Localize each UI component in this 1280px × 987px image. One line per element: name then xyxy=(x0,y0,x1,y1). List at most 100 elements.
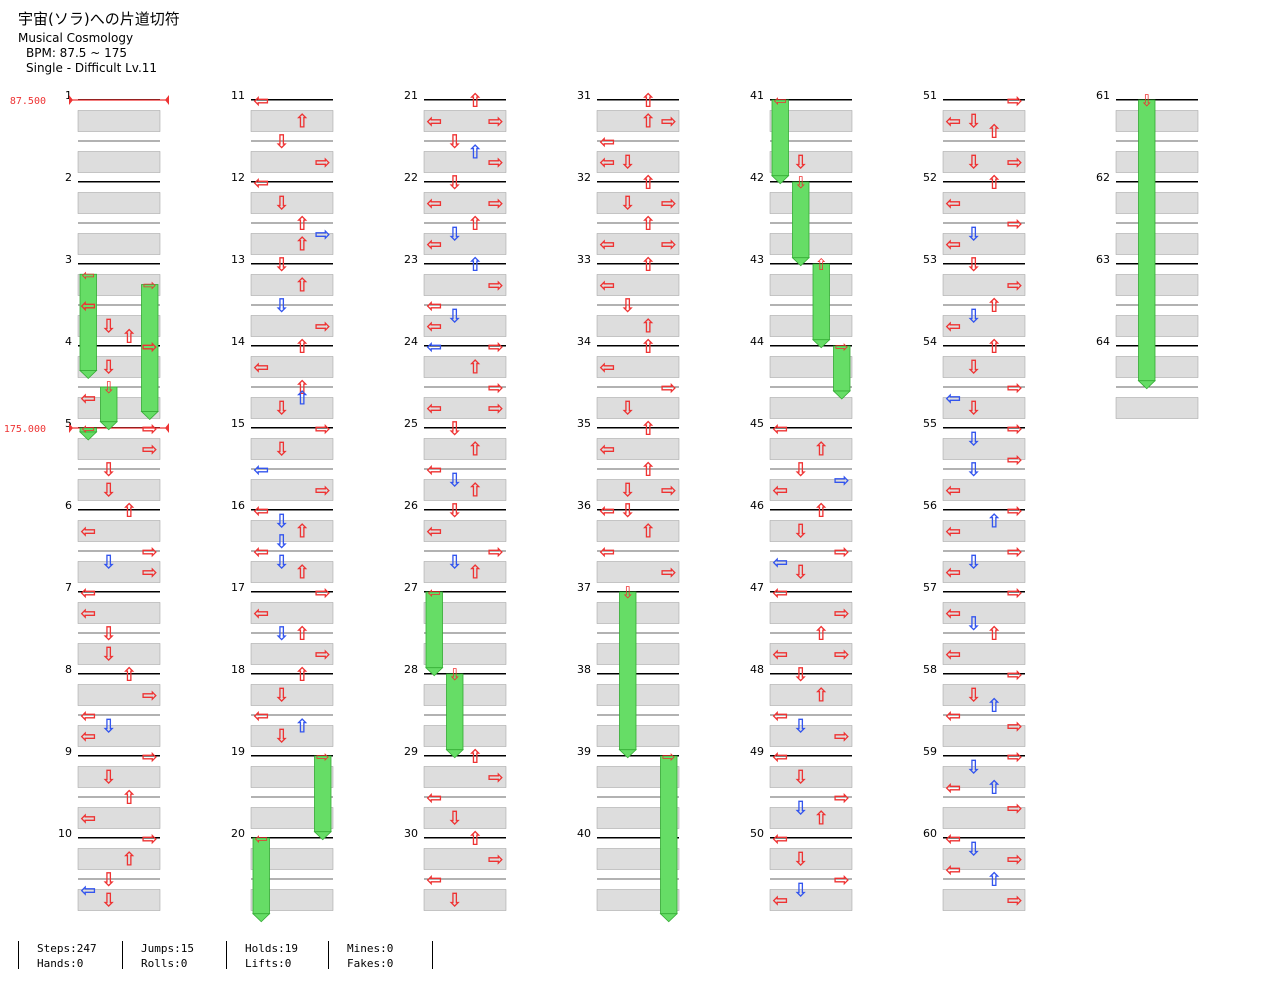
beat-band xyxy=(77,561,161,583)
song-title: 宇宙(ソラ)への片道切符 xyxy=(18,10,180,28)
beat-band xyxy=(250,807,334,829)
step-arrow: ⇨ xyxy=(1007,890,1023,912)
step-arrow: ⇦ xyxy=(426,316,442,338)
half-line xyxy=(943,796,1025,798)
beat-band xyxy=(942,848,1026,870)
beat-band xyxy=(250,725,334,747)
measure-line xyxy=(251,99,333,101)
step-arrow: ⇨ xyxy=(1007,541,1023,563)
step-arrow: ⇧ xyxy=(467,480,483,502)
step-arrow: ⇩ xyxy=(966,398,982,420)
measure-number: 26 xyxy=(404,499,418,512)
beat-band xyxy=(77,438,161,460)
step-arrow: ⇦ xyxy=(80,808,96,830)
half-line xyxy=(1116,140,1198,142)
step-arrow: ⇧ xyxy=(467,90,483,112)
measure-number: 47 xyxy=(750,581,764,594)
beat-band xyxy=(942,766,1026,788)
beat-band xyxy=(423,561,507,583)
step-arrow: ⇧ xyxy=(813,500,829,522)
measure-line xyxy=(597,509,679,511)
half-line xyxy=(770,878,852,880)
step-arrow: ⇩ xyxy=(101,316,117,338)
step-arrow: ⇦ xyxy=(945,644,961,666)
step-arrow: ⇦ xyxy=(945,562,961,584)
measure-number: 34 xyxy=(577,335,591,348)
measure-line xyxy=(1116,99,1198,101)
step-arrow: ⇨ xyxy=(1007,449,1023,471)
step-arrow: ⇦ xyxy=(945,828,961,850)
half-line xyxy=(597,140,679,142)
step-arrow: ⇩ xyxy=(793,715,809,737)
step-arrow: ⇨ xyxy=(1007,90,1023,112)
step-arrow: ⇩ xyxy=(793,152,809,174)
measure-number: 61 xyxy=(1096,89,1110,102)
beat-band xyxy=(942,479,1026,501)
half-line xyxy=(943,632,1025,634)
beat-band xyxy=(769,233,853,255)
beat-band xyxy=(769,561,853,583)
beat-band xyxy=(250,766,334,788)
step-arrow: ⇩ xyxy=(101,623,117,645)
measure-line xyxy=(78,509,160,511)
measure-number: 24 xyxy=(404,335,418,348)
step-arrow: ⇦ xyxy=(945,603,961,625)
measure-line xyxy=(943,263,1025,265)
step-arrow: ⇧ xyxy=(640,172,656,194)
measure-line xyxy=(597,673,679,675)
step-arrow: ⇧ xyxy=(121,326,137,348)
step-arrow: ⇧ xyxy=(640,90,656,112)
measure-line xyxy=(251,427,333,429)
beat-band xyxy=(250,643,334,665)
half-line xyxy=(251,386,333,388)
measure-number: 16 xyxy=(231,499,245,512)
beat-band xyxy=(596,192,680,214)
step-arrow: ⇧ xyxy=(986,623,1002,645)
measure-line xyxy=(770,427,852,429)
beat-band xyxy=(769,151,853,173)
measure-number: 56 xyxy=(923,499,937,512)
step-arrow: ⇩ xyxy=(620,500,636,522)
measure-line xyxy=(770,99,852,101)
measure-line xyxy=(597,181,679,183)
step-arrow: ⇨ xyxy=(488,275,504,297)
beat-band xyxy=(769,274,853,296)
beat-band xyxy=(250,602,334,624)
step-arrow: ⇩ xyxy=(966,152,982,174)
step-arrow: ⇨ xyxy=(488,111,504,133)
step-arrow: ⇩ xyxy=(447,223,463,245)
measure-number: 15 xyxy=(231,417,245,430)
measure-line xyxy=(424,181,506,183)
step-arrow: ⇩ xyxy=(447,418,463,440)
step-arrow: ⇦ xyxy=(253,357,269,379)
measure-line xyxy=(251,509,333,511)
step-arrow: ⇧ xyxy=(294,562,310,584)
measure-number: 39 xyxy=(577,745,591,758)
beat-band xyxy=(423,848,507,870)
hold-body xyxy=(660,755,678,915)
measure-line xyxy=(251,345,333,347)
half-line xyxy=(943,304,1025,306)
hold-body xyxy=(771,99,789,177)
step-arrow: ⇧ xyxy=(467,828,483,850)
step-arrow: ⇧ xyxy=(813,439,829,461)
beat-band xyxy=(942,151,1026,173)
half-line xyxy=(78,222,160,224)
step-arrow: ⇧ xyxy=(813,623,829,645)
step-arrow: ⇩ xyxy=(966,613,982,635)
beat-band xyxy=(250,110,334,132)
hold-head-arrow: ⇨ xyxy=(835,337,848,356)
half-line xyxy=(424,632,506,634)
beat-band xyxy=(77,479,161,501)
beat-band xyxy=(423,274,507,296)
half-line xyxy=(78,714,160,716)
beat-band xyxy=(769,192,853,214)
measure-number: 46 xyxy=(750,499,764,512)
stat-group-holds: Holds:19 Lifts:0 xyxy=(226,941,331,970)
measure-line xyxy=(1116,345,1198,347)
bpm-marker-right xyxy=(165,95,169,105)
half-line xyxy=(78,550,160,552)
measure-number: 6 xyxy=(65,499,72,512)
beat-band xyxy=(77,643,161,665)
step-arrow: ⇩ xyxy=(966,428,982,450)
